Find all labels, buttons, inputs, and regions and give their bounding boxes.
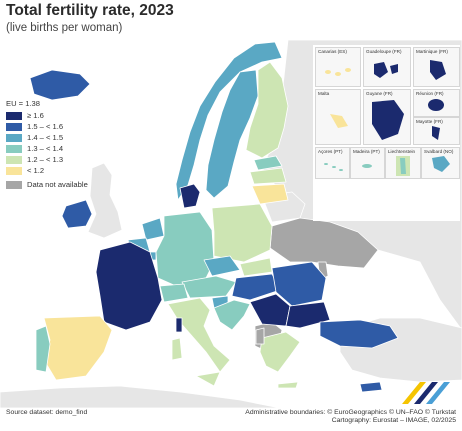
- inset-shape: [432, 126, 440, 140]
- region-finland: [245, 61, 289, 159]
- region-cyprus: [359, 381, 383, 393]
- region-ireland: [61, 199, 93, 229]
- inset-label: Svalbard (NO): [424, 149, 454, 154]
- inset-shape: [374, 62, 398, 78]
- legend-swatch: [6, 167, 22, 176]
- inset-shape: [362, 164, 372, 168]
- region-uk: [87, 162, 123, 239]
- boundaries-credit: Administrative boundaries: © EuroGeograp…: [245, 409, 456, 416]
- inset-madeira: Madeira (PT): [350, 147, 385, 179]
- legend-label: 1.4 – < 1.5: [27, 133, 64, 143]
- inset-martinique: Martinique (FR): [413, 47, 460, 87]
- region-switzerland: [159, 283, 189, 303]
- legend-label: Data not available: [27, 180, 88, 190]
- inset-acores: Açores (PT): [315, 147, 350, 179]
- region-albania: [255, 327, 265, 345]
- legend-label: ≥ 1.6: [27, 111, 44, 121]
- legend-swatch: [6, 112, 22, 121]
- region-latvia: [249, 167, 287, 185]
- region-poland: [211, 203, 273, 263]
- inset-svalbard: Svalbard (NO): [421, 147, 460, 179]
- inset-label: Mayotte (FR): [416, 119, 443, 124]
- legend-item: Data not available: [6, 180, 88, 191]
- legend-swatch: [6, 156, 22, 165]
- region-croatia: [213, 299, 251, 331]
- inset-liechtenstein: Liechtenstein: [385, 147, 421, 179]
- inset-shape: [372, 100, 404, 140]
- inset-shape: [396, 156, 410, 176]
- legend-item: < 1.2: [6, 166, 88, 177]
- region-turkey-eu-part: [319, 319, 399, 349]
- region-spain: [43, 315, 113, 381]
- inset-guadeloupe: Guadeloupe (FR): [363, 47, 411, 87]
- region-portugal: [35, 325, 51, 373]
- region-corsica: [175, 317, 183, 333]
- inset-shape: [428, 99, 444, 111]
- inset-malta: Malta: [315, 89, 361, 145]
- legend-label: 1.5 – < 1.6: [27, 122, 64, 132]
- inset-label: Guadeloupe (FR): [366, 49, 402, 54]
- region-lithuania: [251, 183, 289, 205]
- region-crete: [277, 381, 299, 389]
- legend-item: 1.5 – < 1.6: [6, 122, 88, 133]
- inset-panel: Canarias (ES) Guadeloupe (FR) Martinique…: [313, 45, 460, 221]
- inset-canarias: Canarias (ES): [315, 47, 361, 87]
- legend-item: ≥ 1.6: [6, 111, 88, 122]
- inset-label: Réunion (FR): [416, 91, 444, 96]
- inset-label: Liechtenstein: [388, 149, 416, 154]
- inset-shape: [325, 68, 351, 76]
- legend-item: 1.4 – < 1.5: [6, 133, 88, 144]
- inset-shape: [432, 156, 450, 172]
- legend-item: 1.2 – < 1.3: [6, 155, 88, 166]
- inset-label: Martinique (FR): [416, 49, 448, 54]
- region-hungary: [231, 273, 281, 301]
- eurostat-logo: [402, 382, 450, 404]
- region-sicily: [195, 371, 221, 387]
- inset-guyane: Guyane (FR): [363, 89, 411, 145]
- region-denmark: [179, 183, 201, 209]
- region-norway: [175, 41, 283, 201]
- inset-reunion: Réunion (FR): [413, 89, 460, 117]
- region-netherlands: [141, 217, 165, 241]
- inset-label: Malta: [318, 91, 330, 96]
- region-italy: [167, 297, 231, 373]
- legend-label: < 1.2: [27, 166, 45, 176]
- credits: Administrative boundaries: © EuroGeograp…: [245, 409, 456, 426]
- inset-label: Madeira (PT): [353, 149, 380, 154]
- region-estonia: [253, 155, 283, 171]
- region-austria: [181, 275, 237, 299]
- inset-shape: [330, 114, 348, 128]
- map-legend: EU = 1.38 ≥ 1.6 1.5 – < 1.6 1.4 – < 1.5 …: [6, 100, 88, 191]
- inset-label: Açores (PT): [318, 149, 343, 154]
- inset-mayotte: Mayotte (FR): [413, 117, 460, 145]
- region-germany: [155, 211, 215, 287]
- inset-shape: [324, 163, 343, 171]
- map-title: Total fertility rate, 2023: [6, 2, 174, 19]
- legend-swatch: [6, 145, 22, 154]
- region-sweden: [205, 69, 259, 199]
- legend-swatch: [6, 181, 22, 190]
- region-romania: [271, 261, 327, 307]
- cartography-credit: Cartography: Eurostat – IMAGE, 02/2025: [331, 417, 456, 425]
- region-sardinia: [171, 337, 183, 361]
- legend-swatch: [6, 123, 22, 132]
- region-iceland: [29, 69, 91, 101]
- region-north-africa: [0, 385, 281, 408]
- legend-title: EU = 1.38: [6, 99, 40, 108]
- region-france: [95, 241, 163, 331]
- source-note: Source dataset: demo_find: [6, 409, 88, 416]
- inset-shape: [430, 60, 446, 80]
- map-subtitle: (live births per woman): [6, 22, 123, 34]
- region-bulgaria: [285, 301, 331, 329]
- legend-item: 1.3 – < 1.4: [6, 144, 88, 155]
- region-czechia: [203, 255, 241, 277]
- legend-label: 1.3 – < 1.4: [27, 144, 64, 154]
- inset-label: Guyane (FR): [366, 91, 393, 96]
- region-greece: [259, 331, 301, 373]
- region-slovakia: [239, 257, 273, 277]
- legend-swatch: [6, 134, 22, 143]
- inset-label: Canarias (ES): [318, 49, 347, 54]
- legend-label: 1.2 – < 1.3: [27, 155, 64, 165]
